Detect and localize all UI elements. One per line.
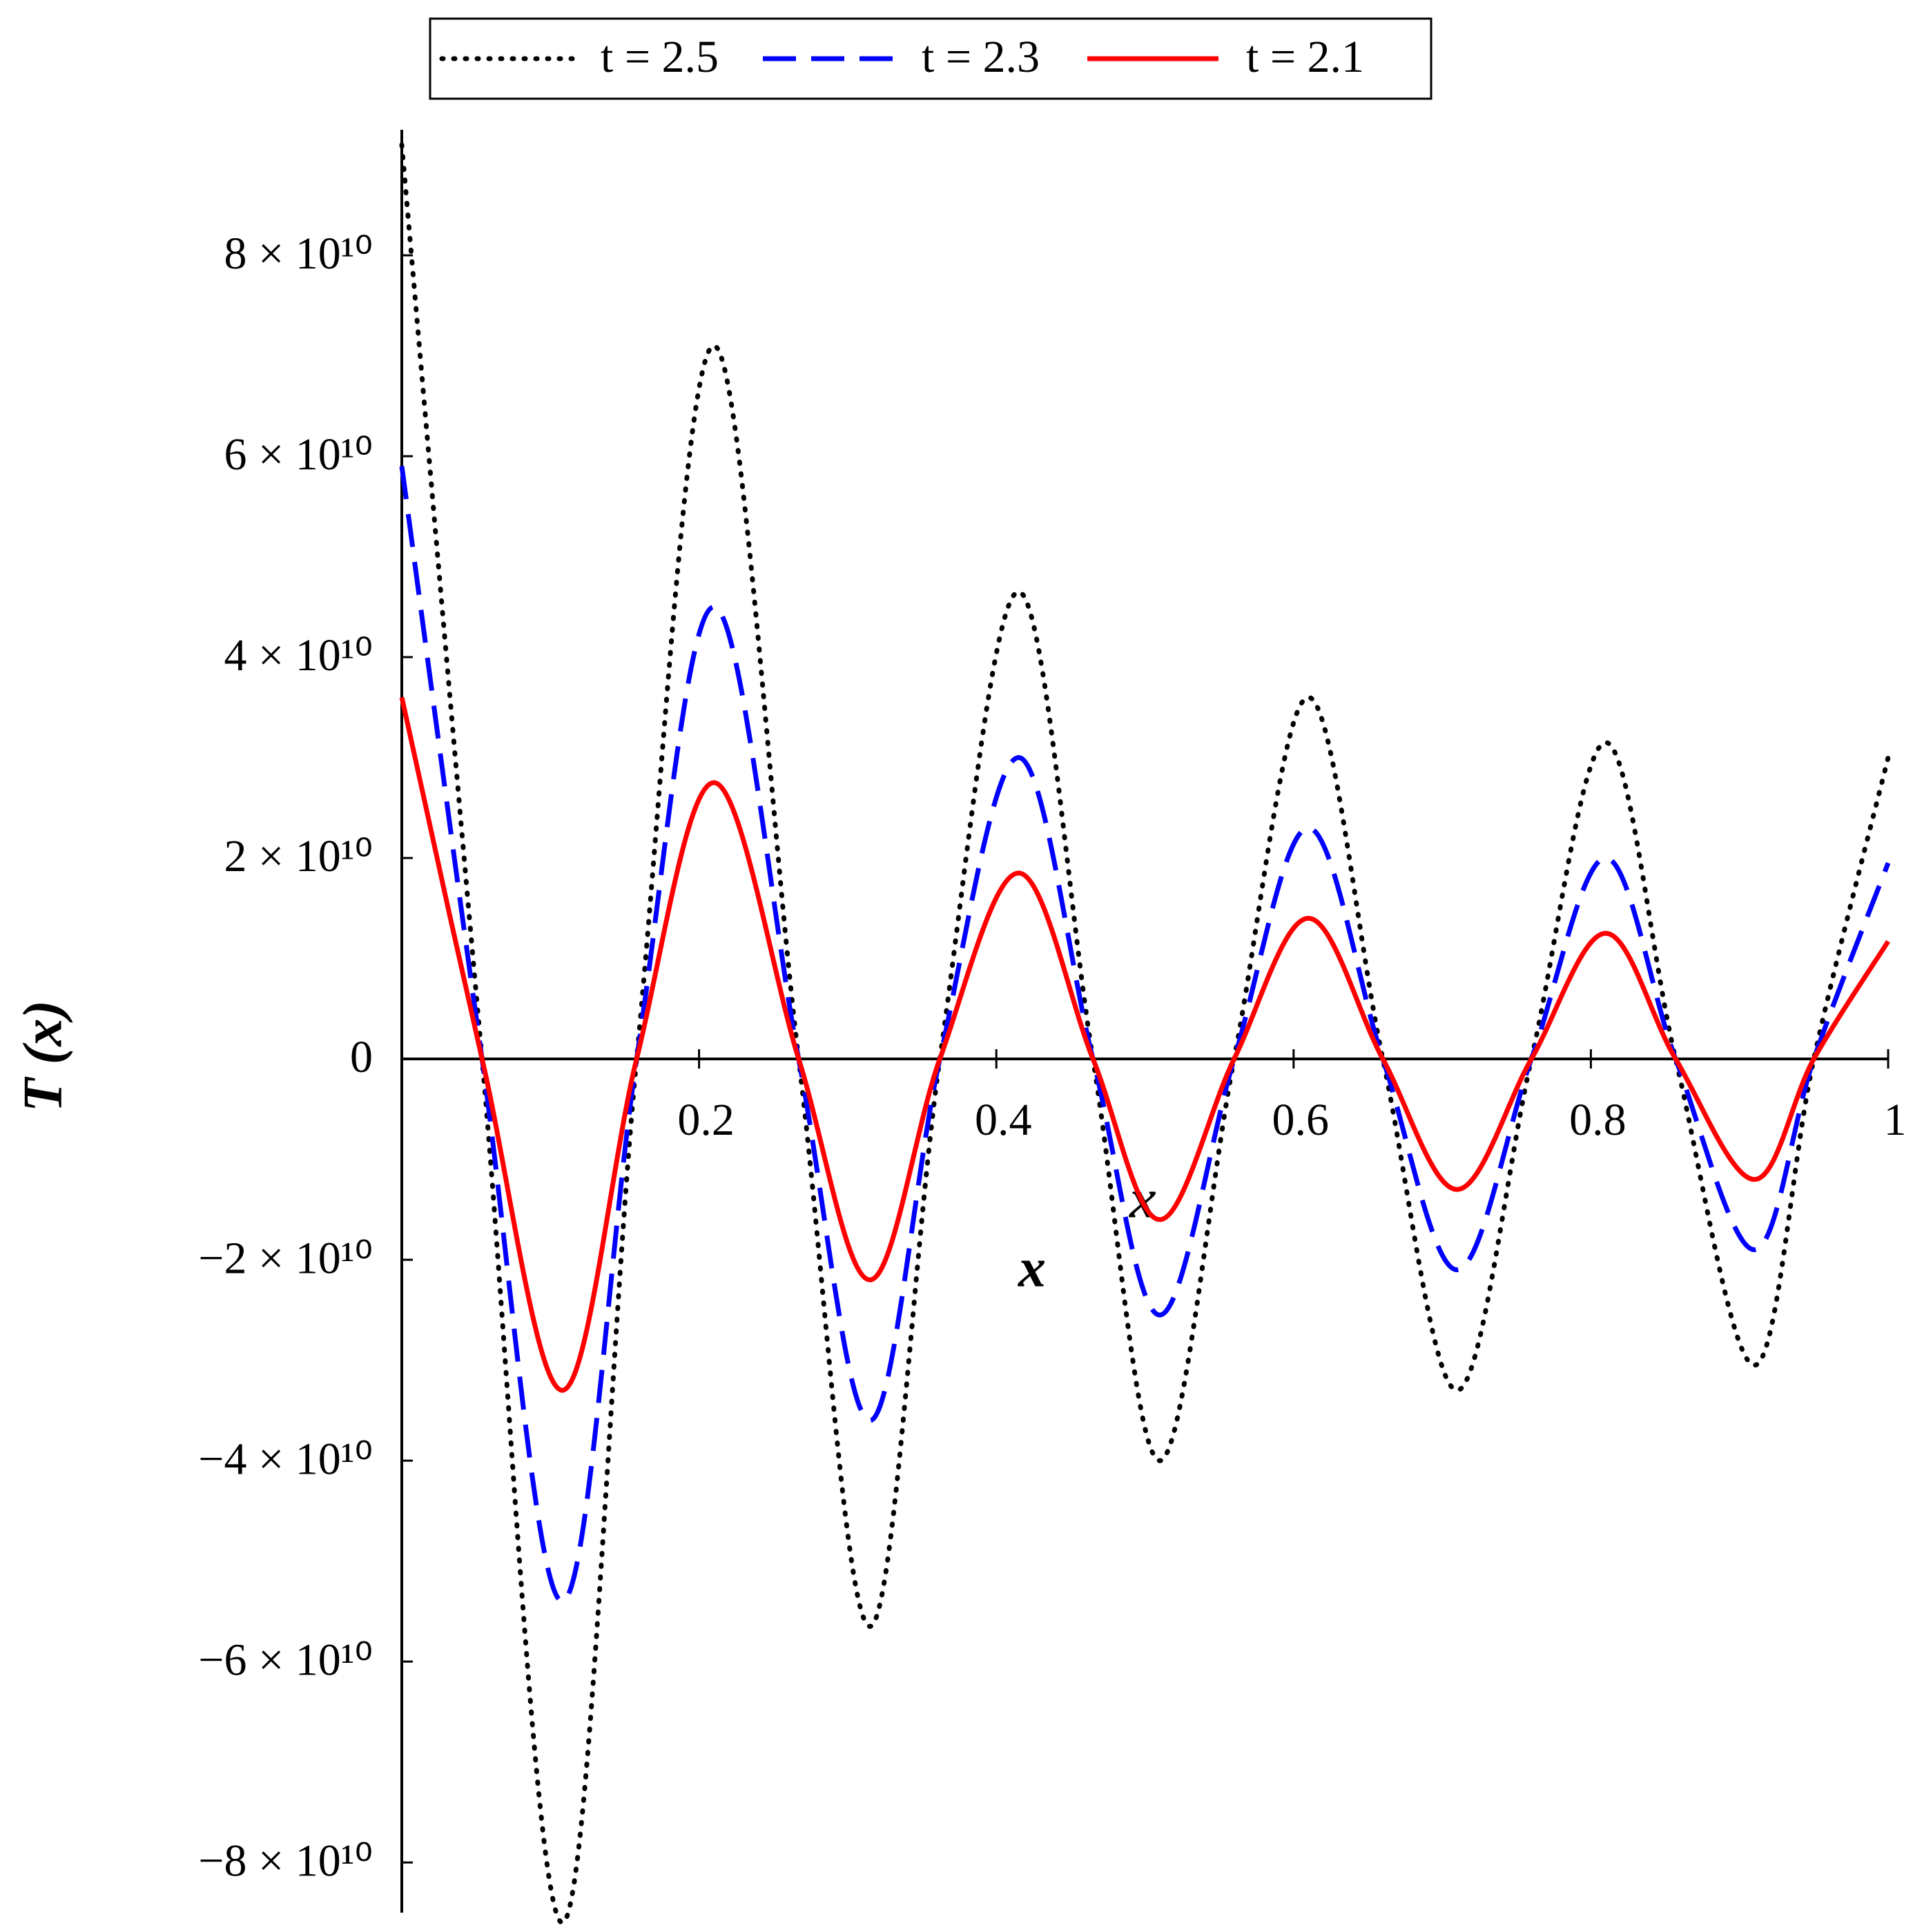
x-tick-label: 0.4 xyxy=(975,1095,1032,1145)
y-tick-label: −6 × 10¹⁰ xyxy=(198,1635,373,1685)
legend-box xyxy=(429,17,1433,100)
legend-label: t = 2.3 xyxy=(922,32,1040,82)
y-tick-label: 8 × 10¹⁰ xyxy=(224,228,373,279)
y-tick-label: 4 × 10¹⁰ xyxy=(224,630,373,681)
y-tick-label: 2 × 10¹⁰ xyxy=(224,831,373,881)
series-line xyxy=(399,142,1891,1926)
y-tick-label: −2 × 10¹⁰ xyxy=(198,1233,373,1283)
series-line xyxy=(399,466,1891,1604)
series-line xyxy=(399,696,1890,1393)
x-tick-label: 0.2 xyxy=(677,1095,735,1145)
y-tick-label: −4 × 10¹⁰ xyxy=(198,1434,373,1484)
y-tick-label: 0 xyxy=(350,1032,373,1082)
plot-area xyxy=(399,142,1891,1926)
x-tick-label: 0.8 xyxy=(1569,1095,1626,1145)
y-tick-label: 6 × 10¹⁰ xyxy=(224,429,373,480)
y-tick-label: −8 × 10¹⁰ xyxy=(198,1835,373,1886)
x-tick-label: 0.6 xyxy=(1272,1095,1330,1145)
legend-label: t = 2.5 xyxy=(601,32,719,82)
x-tick-label: 1 xyxy=(1884,1095,1907,1145)
y-axis-label: T (x) xyxy=(12,1000,73,1112)
legend-label: t = 2.1 xyxy=(1246,32,1364,82)
x-axis-label: x xyxy=(1018,1238,1046,1298)
